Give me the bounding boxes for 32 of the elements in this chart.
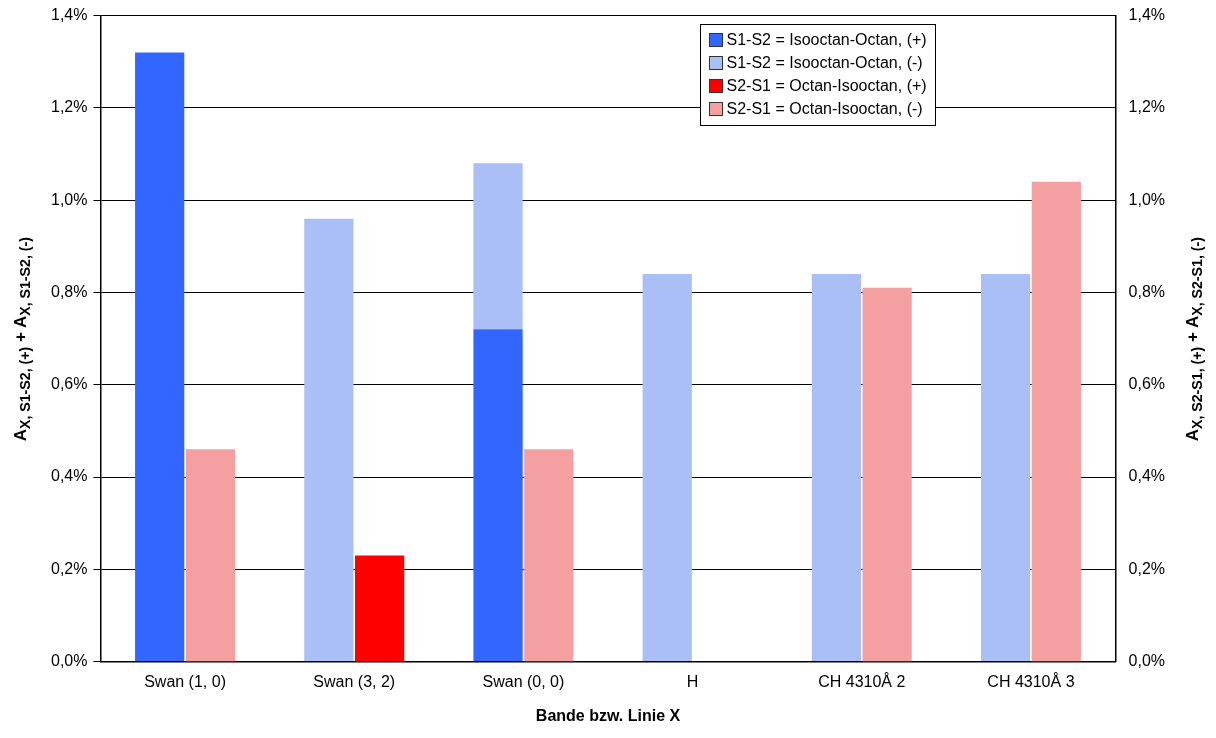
y-tick-label: 1,2%: [51, 98, 88, 116]
bar: [642, 274, 692, 662]
x-tick-label: H: [686, 672, 699, 690]
x-tick-label: Swan (3, 2): [313, 672, 396, 690]
y2-tick-label: 0,0%: [1128, 652, 1165, 670]
bar: [473, 163, 523, 330]
x-tick-label: Swan (0, 0): [482, 672, 565, 690]
y-tick-label: 0,8%: [51, 282, 88, 300]
y2-tick-label: 1,2%: [1128, 98, 1165, 116]
x-tick-label: CH 4310Å 2: [818, 671, 906, 690]
y2-tick-label: 1,4%: [1128, 6, 1165, 24]
x-axis-title: Bande bzw. Linie X: [535, 706, 681, 724]
bar: [135, 52, 185, 662]
y-tick-label: 1,4%: [51, 6, 88, 24]
y-tick-label: 0,0%: [51, 652, 88, 670]
legend-label: S1-S2 = Isooctan-Octan, (-): [726, 54, 923, 73]
y2-tick-label: 0,6%: [1128, 375, 1165, 393]
legend-label: S2-S1 = Octan-Isooctan, (+): [726, 77, 927, 96]
y-tick-label: 0,4%: [51, 467, 88, 485]
legend-label: S2-S1 = Octan-Isooctan, (-): [726, 100, 923, 119]
y2-tick-label: 1,0%: [1128, 190, 1165, 208]
bar: [355, 555, 405, 662]
y2-tick-label: 0,4%: [1128, 467, 1165, 485]
y-tick-label: 1,0%: [51, 190, 88, 208]
y2-tick-label: 0,8%: [1128, 282, 1165, 300]
y-tick-label: 0,2%: [51, 559, 88, 577]
bar: [304, 218, 354, 662]
legend-label: S1-S2 = Isooctan-Octan, (+): [726, 31, 927, 50]
x-tick-label: CH 4310Å 3: [987, 671, 1075, 690]
x-tick-label: Swan (1, 0): [144, 672, 226, 690]
y2-tick-label: 0,2%: [1128, 559, 1165, 577]
y-tick-label: 0,6%: [51, 375, 88, 393]
